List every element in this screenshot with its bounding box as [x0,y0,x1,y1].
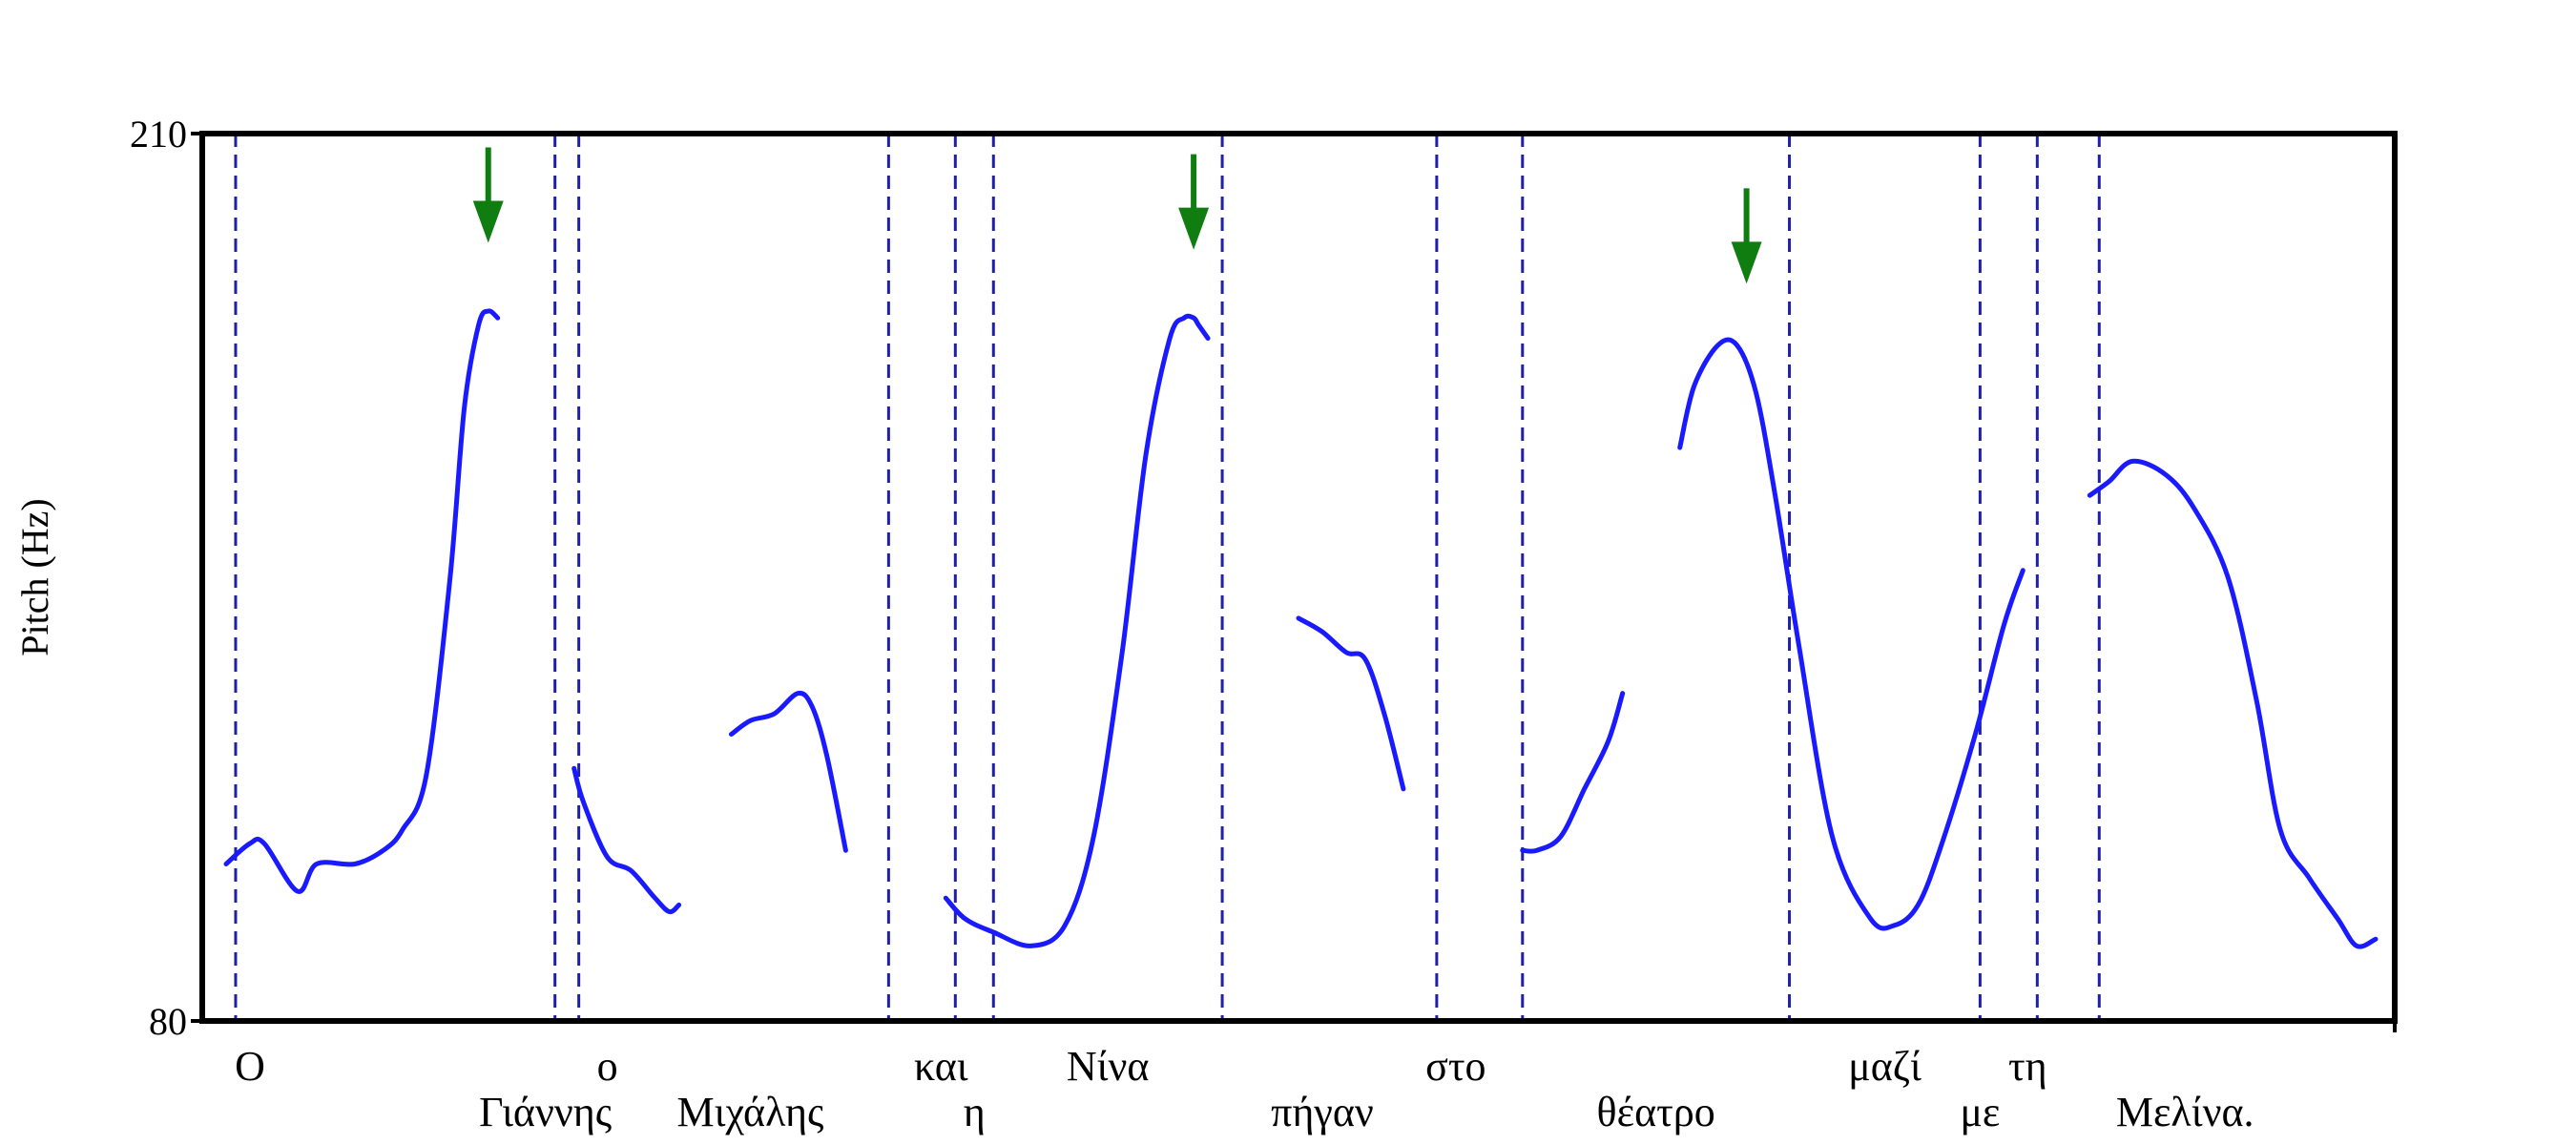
word-label: στο [1425,1043,1485,1090]
pitch-contour-segment [1296,615,1406,792]
pitch-contour-segment [1520,691,1626,854]
word-label: Ο [235,1043,265,1090]
y-tick-label: 80 [149,1000,187,1043]
y-axis-label: Pitch (Hz) [13,498,56,656]
pitch-contour-segment [729,690,848,853]
word-label: Μελίνα. [2116,1089,2254,1135]
word-label: Νίνα [1067,1043,1150,1090]
accent-arrow [1178,154,1210,250]
word-label: τη [2008,1043,2047,1090]
word-label: η [964,1089,986,1135]
word-label: με [1960,1089,2000,1135]
accent-arrow [472,147,504,243]
plot-frame [199,131,2398,1024]
pitch-contour-segment [2087,458,2379,949]
y-tick-label: 210 [130,113,187,156]
word-label: Γιάννης [479,1089,612,1135]
accent-arrow-layer [472,147,1762,284]
accent-arrow [1731,188,1762,284]
pitch-contour-segment [1677,337,2025,931]
pitch-series-layer [223,308,2379,949]
pitch-contour-segment [943,313,1211,948]
word-label: ο [597,1043,618,1090]
word-boundary-layer [234,134,2101,1021]
pitch-contour-segment [223,308,501,894]
word-label: πήγαν [1271,1089,1374,1135]
word-label: και [914,1043,968,1090]
word-label: θέατρο [1597,1089,1715,1135]
y-axis-ticks: 210 80 [130,113,2397,1043]
pitch-contour-segment [571,765,682,915]
word-label: Μιχάλης [677,1089,824,1135]
word-label: μαζί [1848,1043,1922,1090]
